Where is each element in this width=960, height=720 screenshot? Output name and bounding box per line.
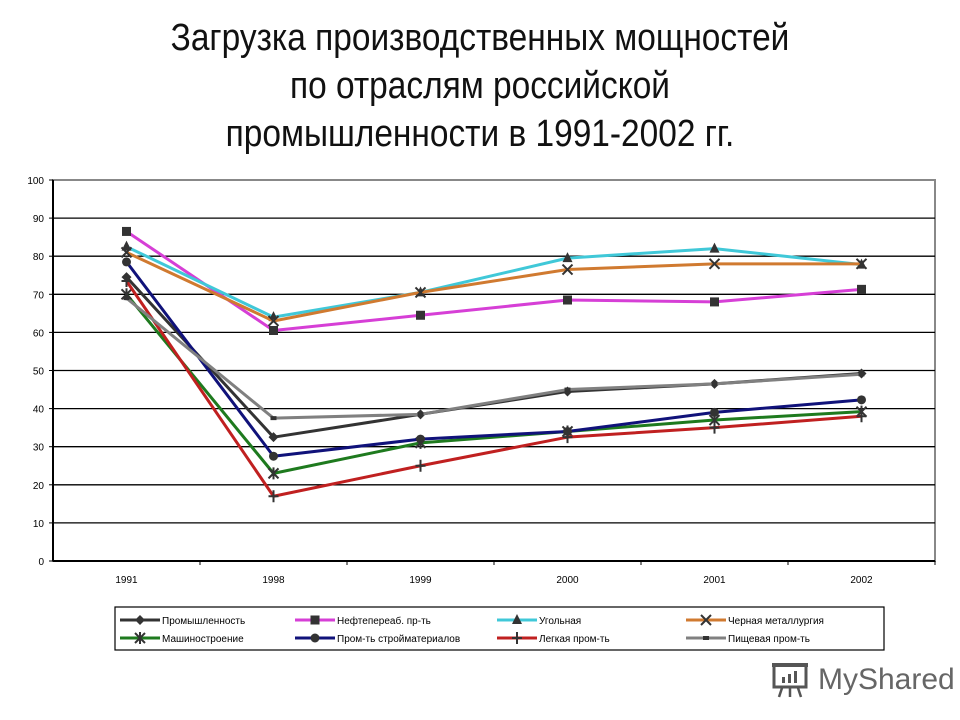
legend-label: Пром-ть стройматериалов [337,634,460,645]
y-tick-label: 100 [27,176,44,187]
series-4 [120,288,868,480]
x-tick-label: 2002 [850,575,873,586]
legend-label: Угольная [539,616,581,627]
legend-label: Промышленность [162,616,245,627]
title-line-1: Загрузка производственных мощностей [170,17,790,59]
legend-item: Машиностроение [120,632,244,645]
legend-item: Нефтепереаб. пр-ть [295,615,431,627]
gridlines [52,179,936,562]
chart-title: Загрузка производственных мощностей по о… [58,14,903,158]
legend-label: Машиностроение [162,634,244,645]
presentation-board-icon [772,663,808,698]
legend-label: Легкая пром-ть [539,634,610,645]
series-6 [121,274,867,503]
y-tick-label: 90 [33,214,45,225]
legend-label: Черная металлургия [728,616,824,627]
legend-item: Промышленность [120,615,245,627]
y-tick-label: 50 [33,367,45,378]
legend-item: Пром-ть стройматериалов [295,633,460,645]
x-tick-label: 1991 [115,575,138,586]
series-7 [123,296,865,421]
x-tick-label: 2000 [556,575,579,586]
legend-item: Пищевая пром-ть [686,634,810,645]
series-lines [120,226,868,503]
y-tick-label: 40 [33,405,45,416]
title-line-3: промышленности в 1991-2002 гг. [225,113,735,155]
y-tick-label: 0 [38,557,44,568]
legend-item: Черная металлургия [686,614,824,627]
y-tick-label: 70 [33,290,45,301]
y-tick-label: 20 [33,481,45,492]
title-line-2: по отраслям российской [290,65,670,107]
legend-item: Угольная [497,614,581,627]
legend-item: Легкая пром-ть [497,632,610,645]
y-tick-label: 10 [33,519,45,530]
x-tick-label: 2001 [703,575,726,586]
series-3 [120,246,868,327]
legend-box [114,606,885,651]
watermark: MyShared [770,660,955,700]
legend: Промышленность Нефтепереаб. пр-ть Угольная… [114,606,885,651]
legend-label: Нефтепереаб. пр-ть [337,615,431,627]
y-tick-label: 60 [33,328,45,339]
x-tick-label: 1999 [409,575,432,586]
series-5 [122,257,866,461]
x-tick-label: 1998 [262,575,285,586]
y-tick-label: 80 [33,252,45,263]
watermark-text: MyShared [818,663,955,696]
series-1 [122,226,866,335]
axes: 0 10 20 30 40 50 60 70 80 90 100 1991 1998 1999 2000 20… [27,176,936,586]
legend-label: Пищевая пром-ть [728,634,810,645]
y-tick-label: 30 [33,443,45,454]
